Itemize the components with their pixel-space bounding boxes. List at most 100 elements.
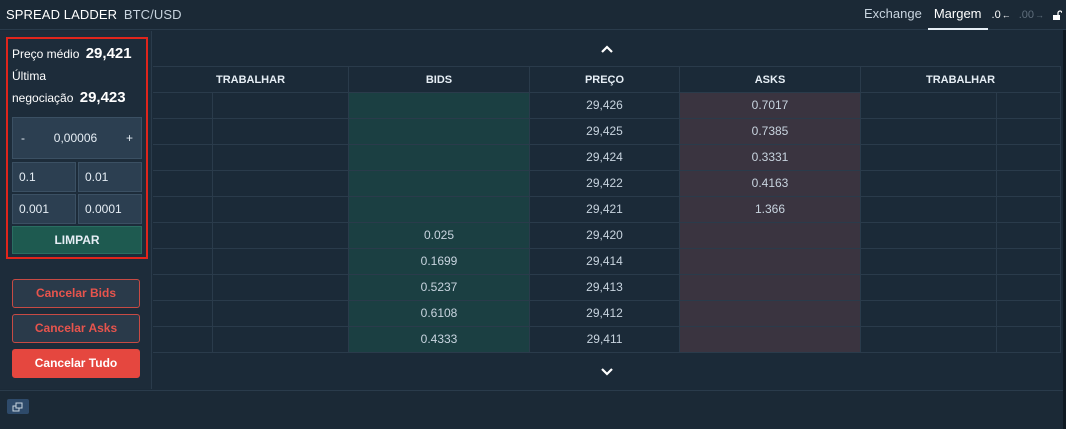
ladder-row: 0.6108 29,412 bbox=[153, 301, 1061, 327]
ask-cell[interactable]: 0.4163 bbox=[680, 171, 861, 196]
working-bid-cell[interactable] bbox=[153, 223, 213, 248]
ladder-row: 0.5237 29,413 bbox=[153, 275, 1061, 301]
working-ask-cell[interactable] bbox=[997, 197, 1061, 222]
ladder-row: 29,425 0.7385 bbox=[153, 119, 1061, 145]
working-ask-cell[interactable] bbox=[997, 145, 1061, 170]
stepper-value[interactable]: 0,00006 bbox=[53, 131, 98, 145]
working-ask-cell[interactable] bbox=[861, 223, 997, 248]
increment-button[interactable]: 0.0001 bbox=[78, 194, 142, 224]
ask-cell[interactable]: 0.7017 bbox=[680, 93, 861, 118]
clear-button[interactable]: LIMPAR bbox=[12, 226, 142, 254]
bid-cell[interactable] bbox=[349, 197, 530, 222]
working-ask-cell[interactable] bbox=[997, 301, 1061, 326]
working-ask-cell[interactable] bbox=[861, 171, 997, 196]
stepper-minus-button[interactable]: - bbox=[21, 131, 25, 145]
arrow-right-icon: → bbox=[1035, 10, 1044, 20]
price-cell: 29,414 bbox=[530, 249, 680, 274]
working-ask-cell[interactable] bbox=[997, 249, 1061, 274]
price-cell: 29,425 bbox=[530, 119, 680, 144]
working-bid-cell[interactable] bbox=[153, 171, 213, 196]
working-bid-cell[interactable] bbox=[153, 93, 213, 118]
increment-button[interactable]: 0.1 bbox=[12, 162, 76, 192]
price-cell: 29,421 bbox=[530, 197, 680, 222]
working-ask-cell[interactable] bbox=[861, 93, 997, 118]
working-bid-cell[interactable] bbox=[213, 223, 349, 248]
working-bid-cell[interactable] bbox=[153, 249, 213, 274]
working-ask-cell[interactable] bbox=[861, 275, 997, 300]
bid-cell[interactable] bbox=[349, 171, 530, 196]
working-bid-cell[interactable] bbox=[213, 327, 349, 352]
unlock-glyph bbox=[1053, 10, 1062, 20]
ask-cell[interactable] bbox=[680, 327, 861, 352]
ask-cell[interactable] bbox=[680, 301, 861, 326]
ask-cell[interactable] bbox=[680, 223, 861, 248]
ask-cell[interactable] bbox=[680, 249, 861, 274]
working-bid-cell[interactable] bbox=[153, 119, 213, 144]
spread-ladder: TRABALHAR BIDS PREÇO ASKS TRABALHAR 29,4… bbox=[153, 31, 1063, 389]
ask-cell[interactable]: 1.366 bbox=[680, 197, 861, 222]
increase-precision-button[interactable]: .00 → bbox=[1015, 0, 1048, 30]
ask-cell[interactable] bbox=[680, 275, 861, 300]
working-ask-cell[interactable] bbox=[861, 249, 997, 274]
working-bid-cell[interactable] bbox=[213, 171, 349, 196]
working-bid-cell[interactable] bbox=[153, 197, 213, 222]
bid-cell[interactable] bbox=[349, 145, 530, 170]
tab-exchange[interactable]: Exchange bbox=[864, 6, 922, 21]
bid-cell[interactable]: 0.4333 bbox=[349, 327, 530, 352]
working-ask-cell[interactable] bbox=[861, 197, 997, 222]
increment-button[interactable]: 0.01 bbox=[78, 162, 142, 192]
working-bid-cell[interactable] bbox=[213, 145, 349, 170]
price-cell: 29,426 bbox=[530, 93, 680, 118]
working-ask-cell[interactable] bbox=[997, 223, 1061, 248]
ladder-row: 0.4333 29,411 bbox=[153, 327, 1061, 353]
bid-cell[interactable]: 0.6108 bbox=[349, 301, 530, 326]
bid-cell[interactable]: 0.5237 bbox=[349, 275, 530, 300]
ladder-row: 29,422 0.4163 bbox=[153, 171, 1061, 197]
working-bid-cell[interactable] bbox=[213, 93, 349, 118]
popout-window-icon[interactable] bbox=[7, 399, 29, 414]
avg-price-label: Preço médio bbox=[12, 47, 80, 61]
popout-glyph bbox=[12, 402, 23, 411]
working-bid-cell[interactable] bbox=[213, 275, 349, 300]
avg-price-value: 29,421 bbox=[85, 45, 132, 62]
increment-button[interactable]: 0.001 bbox=[12, 194, 76, 224]
bid-cell[interactable]: 0.025 bbox=[349, 223, 530, 248]
working-bid-cell[interactable] bbox=[153, 327, 213, 352]
working-bid-cell[interactable] bbox=[213, 249, 349, 274]
working-bid-cell[interactable] bbox=[213, 119, 349, 144]
working-ask-cell[interactable] bbox=[997, 275, 1061, 300]
working-ask-cell[interactable] bbox=[997, 327, 1061, 352]
scroll-up-button[interactable] bbox=[153, 32, 1061, 66]
column-header-price: PREÇO bbox=[530, 67, 680, 92]
cancel-bids-button[interactable]: Cancelar Bids bbox=[12, 279, 140, 308]
working-bid-cell[interactable] bbox=[213, 197, 349, 222]
panel-title: SPREAD LADDER BTC/USD bbox=[6, 7, 182, 22]
working-ask-cell[interactable] bbox=[861, 145, 997, 170]
working-ask-cell[interactable] bbox=[861, 119, 997, 144]
scroll-down-button[interactable] bbox=[153, 355, 1061, 389]
unlock-icon[interactable] bbox=[1048, 0, 1066, 30]
last-trade-row: negociação 29,423 bbox=[12, 87, 142, 109]
price-cell: 29,413 bbox=[530, 275, 680, 300]
cancel-asks-button[interactable]: Cancelar Asks bbox=[12, 314, 140, 343]
tab-margem[interactable]: Margem bbox=[927, 0, 988, 30]
working-bid-cell[interactable] bbox=[153, 145, 213, 170]
working-bid-cell[interactable] bbox=[153, 275, 213, 300]
ask-cell[interactable]: 0.7385 bbox=[680, 119, 861, 144]
cancel-all-button[interactable]: Cancelar Tudo bbox=[12, 349, 140, 378]
stepper-plus-button[interactable]: + bbox=[125, 131, 133, 145]
decrease-precision-button[interactable]: .0 ← bbox=[988, 0, 1015, 30]
working-ask-cell[interactable] bbox=[861, 327, 997, 352]
working-ask-cell[interactable] bbox=[861, 301, 997, 326]
increment-grid: 0.1 0.01 0.001 0.0001 bbox=[12, 162, 142, 224]
bid-cell[interactable]: 0.1699 bbox=[349, 249, 530, 274]
working-ask-cell[interactable] bbox=[997, 119, 1061, 144]
bid-cell[interactable] bbox=[349, 119, 530, 144]
ask-cell[interactable]: 0.3331 bbox=[680, 145, 861, 170]
price-summary: Preço médio 29,421 Última negociação 29,… bbox=[12, 43, 142, 109]
bid-cell[interactable] bbox=[349, 93, 530, 118]
working-ask-cell[interactable] bbox=[997, 171, 1061, 196]
working-ask-cell[interactable] bbox=[997, 93, 1061, 118]
working-bid-cell[interactable] bbox=[153, 301, 213, 326]
working-bid-cell[interactable] bbox=[213, 301, 349, 326]
